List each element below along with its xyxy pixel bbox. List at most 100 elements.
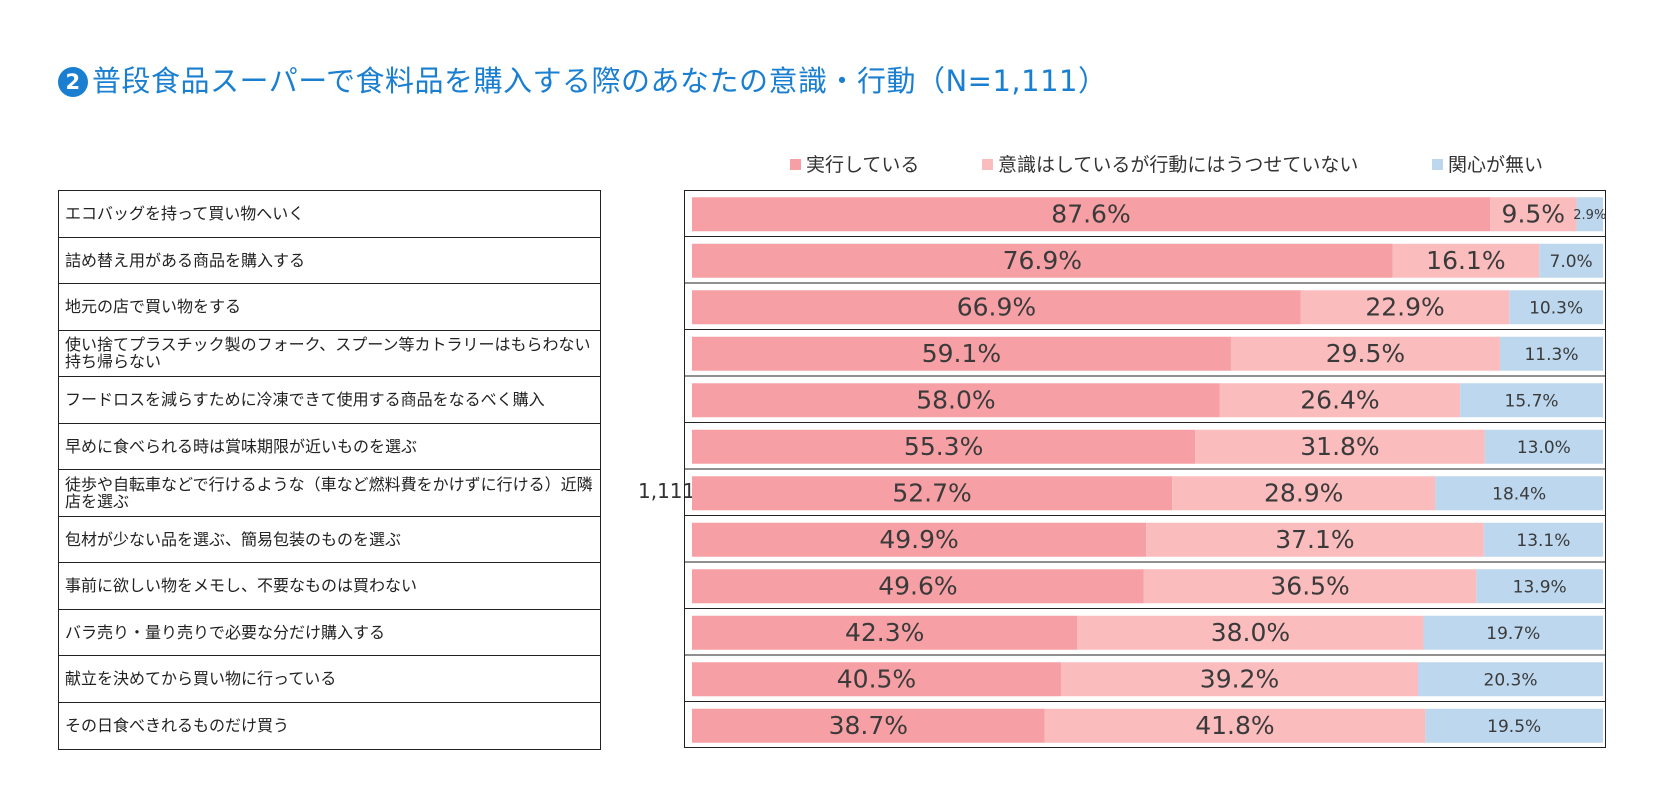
data-label: 37.1% <box>1275 525 1354 554</box>
bar-segment <box>1509 290 1603 325</box>
bar-segment <box>1483 522 1603 557</box>
data-label: 66.9% <box>957 292 1036 321</box>
chart-title: 2 普段食品スーパーで食料品を購入する際のあなたの意識・行動（N=1,111） <box>58 58 1108 100</box>
category-label: 詰め替え用がある商品を購入する <box>59 238 600 284</box>
legend-item-executed: 実行している <box>790 150 919 177</box>
bar-segment <box>692 429 1196 464</box>
category-label: フードロスを減らすために冷凍できて使用する商品をなるべく購入 <box>59 377 600 424</box>
title-number-badge: 2 <box>58 67 88 97</box>
bar-segment <box>1460 383 1603 418</box>
chart-title-text: 普段食品スーパーで食料品を購入する際のあなたの意識・行動（N=1,111） <box>92 64 1108 98</box>
bar-segment <box>1143 569 1477 604</box>
category-label: 地元の店で買い物をする <box>59 284 600 331</box>
legend-swatch-executed <box>790 159 801 170</box>
data-label: 16.1% <box>1426 246 1505 275</box>
bar-segment <box>1172 476 1436 511</box>
bar-segment <box>1435 476 1603 511</box>
data-label: 2.9% <box>1573 208 1606 223</box>
bar-segment <box>692 336 1231 371</box>
data-label: 58.0% <box>916 385 995 414</box>
data-label: 9.5% <box>1502 199 1566 228</box>
data-label: 41.8% <box>1195 711 1274 740</box>
data-label: 13.1% <box>1516 531 1570 551</box>
bar-segment <box>1576 197 1603 232</box>
bar-chart-svg: 87.6% 9.5% 2.9% 76.9% 16.1% 7.0% 66.9% 22.9% 10.… <box>684 190 1606 748</box>
data-label: 26.4% <box>1300 385 1379 414</box>
data-label: 13.9% <box>1513 577 1567 597</box>
data-label: 38.7% <box>829 711 908 740</box>
category-label: 徒歩や自転車などで行けるような（車など燃料費をかけずに行ける）近隣店を選ぶ <box>59 470 600 517</box>
bar-segment <box>1300 290 1510 325</box>
bar-chart: 87.6% 9.5% 2.9% 76.9% 16.1% 7.0% 66.9% 22.9% 10.… <box>684 190 1606 748</box>
category-label: 早めに食べられる時は賞味期限が近いものを選ぶ <box>59 424 600 470</box>
legend-label-aware: 意識はしているが行動にはうつせていない <box>998 154 1359 176</box>
data-label: 38.0% <box>1211 618 1290 647</box>
data-label: 7.0% <box>1550 252 1593 272</box>
data-label: 22.9% <box>1365 292 1444 321</box>
data-label: 28.9% <box>1264 478 1343 507</box>
bar-segment <box>1476 569 1603 604</box>
data-label: 49.9% <box>879 525 958 554</box>
bar-segment <box>692 290 1301 325</box>
bar-segment <box>692 708 1045 743</box>
category-label: エコバッグを持って買い物へいく <box>59 191 600 238</box>
legend-swatch-no-interest <box>1432 159 1443 170</box>
data-label: 18.4% <box>1492 484 1546 504</box>
legend-swatch-aware <box>982 159 993 170</box>
bar-segment <box>1539 243 1603 278</box>
bar-segment <box>1146 522 1484 557</box>
data-label: 76.9% <box>1003 246 1082 275</box>
bar-segment <box>1392 243 1540 278</box>
category-table: エコバッグを持って買い物へいく 詰め替え用がある商品を購入する 地元の店で買い物… <box>58 190 601 750</box>
category-label: 事前に欲しい物をメモし、不要なものは買わない <box>59 563 600 610</box>
data-label: 87.6% <box>1051 199 1130 228</box>
data-label: 36.5% <box>1270 571 1349 600</box>
category-label: 使い捨てプラスチック製のフォーク、スプーン等カトラリーはもらわない持ち帰らない <box>59 331 600 377</box>
data-label: 20.3% <box>1484 670 1538 690</box>
bar-segment <box>1490 197 1577 232</box>
data-label: 19.5% <box>1487 717 1541 737</box>
legend-item-no-interest: 関心が無い <box>1432 150 1543 177</box>
bar-segment <box>1230 336 1500 371</box>
category-label: バラ売り・量り売りで必要な分だけ購入する <box>59 610 600 656</box>
category-label: 包材が少ない品を選ぶ、簡易包装のものを選ぶ <box>59 517 600 563</box>
data-label: 39.2% <box>1200 664 1279 693</box>
data-label: 40.5% <box>837 664 916 693</box>
bar-segment <box>1044 708 1426 743</box>
bar-segment <box>692 476 1173 511</box>
bar-segment <box>1195 429 1485 464</box>
sample-size-label: 1,111 <box>638 479 696 503</box>
data-label: 11.3% <box>1524 345 1578 365</box>
data-label: 31.8% <box>1300 432 1379 461</box>
bar-segment <box>692 197 1491 232</box>
data-label: 59.1% <box>922 339 1001 368</box>
legend-item-aware: 意識はしているが行動にはうつせていない <box>982 150 1358 177</box>
bar-segment <box>1077 615 1424 650</box>
data-label: 10.3% <box>1529 298 1583 318</box>
legend-label-executed: 実行している <box>806 154 920 176</box>
bar-segment <box>1423 615 1603 650</box>
data-label: 52.7% <box>892 478 971 507</box>
category-label: 献立を決めてから買い物に行っている <box>59 656 600 703</box>
bar-segment <box>1499 336 1603 371</box>
data-label: 15.7% <box>1505 391 1559 411</box>
data-label: 19.7% <box>1486 624 1540 644</box>
data-label: 55.3% <box>904 432 983 461</box>
bar-segment <box>1425 708 1603 743</box>
bar-segment <box>692 243 1393 278</box>
bar-segment <box>692 662 1061 697</box>
bar-segment <box>1418 662 1603 697</box>
bar-segment <box>692 569 1144 604</box>
bar-segment <box>1219 383 1461 418</box>
legend-label-no-interest: 関心が無い <box>1448 154 1544 176</box>
bar-segment <box>1060 662 1419 697</box>
category-label: その日食べきれるものだけ買う <box>65 716 290 736</box>
data-label: 49.6% <box>878 571 957 600</box>
bar-segment <box>692 383 1220 418</box>
bar-segment <box>692 522 1147 557</box>
bar-segment <box>692 615 1078 650</box>
data-label: 13.0% <box>1517 438 1571 458</box>
legend: 実行している 意識はしているが行動にはうつせていない 関心が無い <box>0 150 1673 177</box>
data-label: 42.3% <box>845 618 924 647</box>
data-label: 29.5% <box>1326 339 1405 368</box>
